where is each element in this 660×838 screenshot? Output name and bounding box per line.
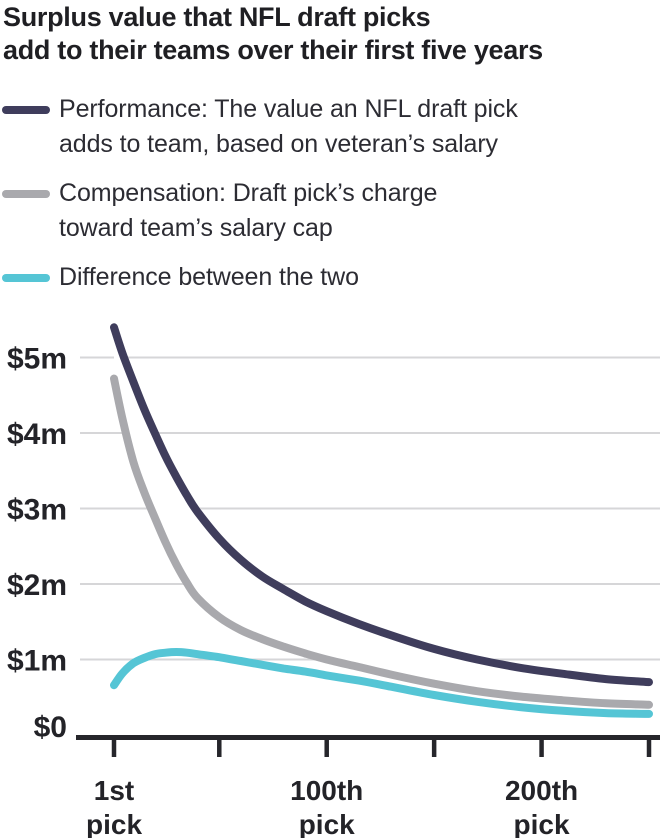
legend-label-compensation-line1: Compensation: Draft pick’s charge: [59, 179, 438, 207]
y-tick-label: $5m: [7, 343, 67, 376]
y-tick-label: $3m: [7, 494, 67, 527]
y-tick-label: $0: [34, 711, 67, 744]
legend-label-difference-line1: Difference between the two: [59, 263, 359, 291]
legend-label-compensation: Compensation: Draft pick’s charge toward…: [59, 176, 437, 246]
performance-line-swatch-icon: [2, 106, 50, 114]
y-tick-label: $2m: [7, 569, 67, 602]
x-tick-label: pick: [86, 809, 142, 838]
surplus-band: [114, 327, 649, 705]
legend-label-performance: Performance: The value an NFL draft pick…: [59, 92, 518, 162]
compensation-line-swatch-icon: [2, 190, 50, 198]
legend-label-performance-line1: Performance: The value an NFL draft pick: [59, 95, 518, 123]
legend-label-performance-line2: adds to team, based on veteran’s salary: [59, 130, 498, 158]
x-tick-label: pick: [514, 809, 570, 838]
legend-label-difference: Difference between the two: [59, 260, 359, 295]
compensation-line: [110, 374, 653, 709]
x-tick-label: 1st: [94, 775, 134, 806]
legend-label-compensation-line2: toward team’s salary cap: [59, 214, 333, 242]
performance-line: [110, 323, 653, 687]
x-tick-label: 200th: [505, 775, 578, 806]
y-tick-label: $1m: [7, 645, 67, 678]
legend-item-compensation: Compensation: Draft pick’s charge toward…: [0, 176, 518, 246]
x-tick-label: 100th: [290, 775, 363, 806]
chart-title-line1: Surplus value that NFL draft picks: [3, 2, 431, 32]
x-tick-label: pick: [299, 809, 355, 838]
chart-title: Surplus value that NFL draft picks add t…: [3, 1, 657, 67]
legend: Performance: The value an NFL draft pick…: [0, 92, 518, 295]
difference-line-swatch-icon: [2, 274, 50, 282]
y-tick-label: $4m: [7, 418, 67, 451]
legend-item-difference: Difference between the two: [0, 260, 518, 295]
chart-title-line2: add to their teams over their first five…: [3, 35, 543, 65]
legend-item-performance: Performance: The value an NFL draft pick…: [0, 92, 518, 162]
difference-line: [110, 648, 653, 718]
